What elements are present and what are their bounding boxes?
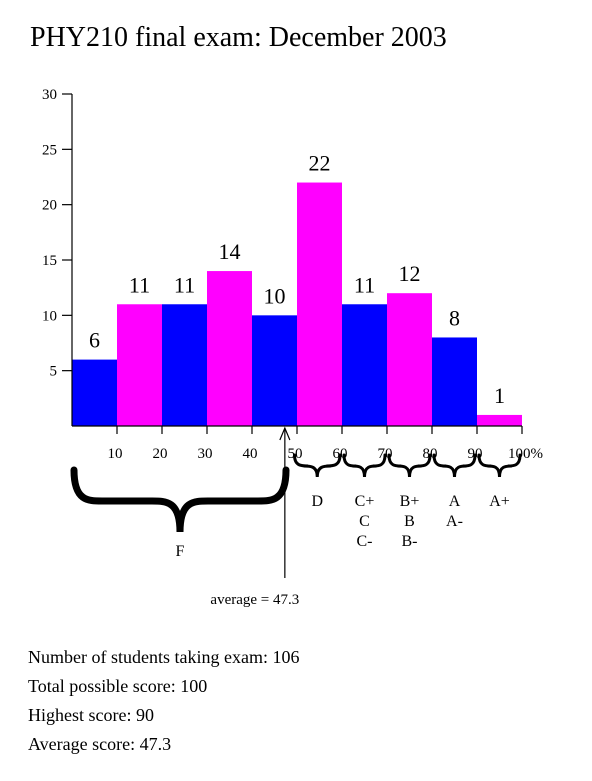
- grade-label: C-: [357, 533, 373, 550]
- grade-label: C+: [355, 493, 375, 510]
- stat-total-score: Total possible score: 100: [28, 676, 208, 696]
- grade-brace: [477, 453, 522, 478]
- bar: [252, 315, 297, 426]
- grade-label: C: [359, 513, 370, 530]
- x-tick-label: 100%: [508, 446, 543, 462]
- bar-value-label: 14: [219, 239, 241, 264]
- grade-label: B-: [402, 533, 418, 550]
- average-label: average = 47.3: [210, 592, 299, 608]
- y-tick-label: 25: [42, 142, 57, 158]
- x-tick-label: 10: [108, 446, 123, 462]
- y-tick-label: 30: [42, 87, 57, 103]
- grade-brace: [387, 453, 432, 478]
- exam-statistics: Number of students taking exam: 106 Tota…: [28, 643, 299, 759]
- bar: [72, 359, 117, 426]
- grade-label: A: [449, 493, 461, 510]
- bar: [432, 337, 477, 426]
- average-marker-arrowhead: [279, 426, 291, 441]
- y-tick-label: 5: [50, 364, 58, 380]
- bar-value-label: 11: [354, 272, 375, 297]
- x-tick-label: 20: [153, 446, 168, 462]
- grade-brace: [70, 466, 290, 533]
- grade-label: B: [404, 513, 415, 530]
- bar-value-label: 11: [174, 272, 195, 297]
- stat-highest-score: Highest score: 90: [28, 705, 154, 725]
- bar-value-label: 6: [89, 328, 100, 353]
- bar: [297, 182, 342, 426]
- grade-label: D: [311, 493, 323, 510]
- grade-brace: [293, 453, 342, 478]
- bar: [162, 304, 207, 426]
- bar: [387, 293, 432, 426]
- grade-label: A-: [446, 513, 463, 530]
- y-tick-label: 10: [42, 308, 57, 324]
- bar: [117, 304, 162, 426]
- x-tick-label: 30: [198, 446, 213, 462]
- bar-value-label: 1: [494, 383, 505, 408]
- bar-value-label: 11: [129, 272, 150, 297]
- bar-value-label: 8: [449, 305, 460, 330]
- bar-value-label: 10: [264, 283, 286, 308]
- stat-students: Number of students taking exam: 106: [28, 647, 300, 667]
- grade-brace: [432, 453, 477, 478]
- bar: [342, 304, 387, 426]
- stat-average-score: Average score: 47.3: [28, 734, 172, 754]
- bar: [207, 271, 252, 426]
- grade-label: B+: [400, 493, 420, 510]
- grade-label: F: [176, 543, 185, 560]
- page-title: PHY210 final exam: December 2003: [30, 22, 447, 53]
- bar-value-label: 22: [309, 151, 331, 176]
- y-tick-label: 15: [42, 253, 57, 269]
- grade-brace: [342, 453, 387, 478]
- bar-value-label: 12: [399, 261, 421, 286]
- grade-label: A+: [489, 493, 510, 510]
- x-tick-label: 40: [243, 446, 258, 462]
- y-tick-label: 20: [42, 198, 57, 214]
- bar: [477, 414, 522, 426]
